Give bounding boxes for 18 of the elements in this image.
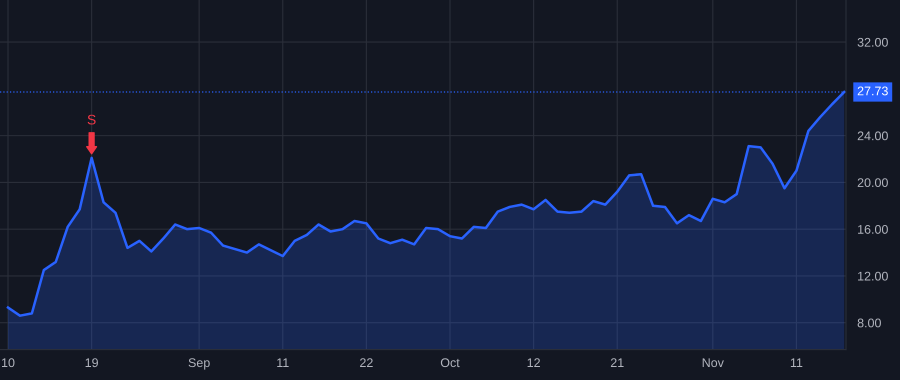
x-tick-label: 12 [528, 358, 540, 367]
x-tick-label: 19 [86, 358, 98, 368]
annotation: S [88, 114, 96, 125]
x-tick-label: 22 [360, 358, 373, 367]
y-tick-label: 32.00 [858, 38, 888, 47]
y-tick-label: 12.00 [858, 272, 888, 281]
x-tick-label: 21 [610, 358, 624, 367]
y-tick-label: 8.00 [858, 318, 881, 328]
y-tick-label: 24.00 [858, 131, 888, 140]
x-tick-label: 10 [2, 358, 14, 368]
x-tick-label: 11 [790, 358, 802, 367]
x-tick-label: Sep [188, 358, 210, 370]
ref-line-label: 27.73 [858, 86, 888, 96]
x-tick-label: Oct [440, 358, 460, 368]
y-tick-label: 16.00 [858, 224, 888, 234]
y-tick-label: 20.00 [858, 178, 888, 188]
x-tick-label: Nov [702, 358, 724, 368]
x-tick-label: 11 [277, 358, 289, 367]
